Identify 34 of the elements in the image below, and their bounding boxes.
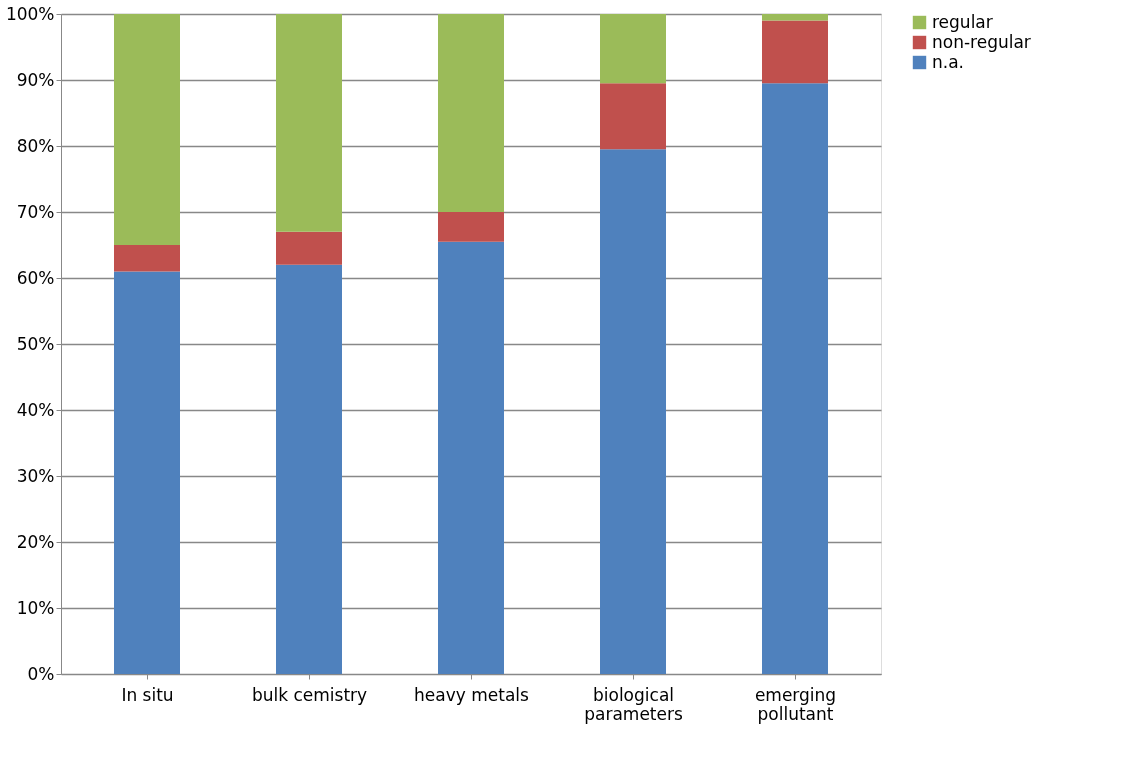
bar [600, 149, 666, 674]
bar [276, 231, 342, 265]
y-tick-label: 90% [16, 69, 55, 90]
legend-label: regular [932, 11, 993, 32]
y-tick-label: 0% [27, 663, 55, 684]
y-tick-label: 70% [16, 201, 55, 222]
y-tick-label: 20% [16, 531, 55, 552]
bar [276, 14, 342, 232]
y-tick-label: 30% [16, 465, 55, 486]
bar [600, 83, 666, 150]
y-tick-label: 100% [5, 3, 55, 24]
legend-label: n.a. [932, 51, 964, 72]
y-tick-label: 60% [16, 267, 55, 288]
bar [438, 241, 504, 674]
y-tick-label: 80% [16, 135, 55, 156]
x-tick-label: bulk cemistry [251, 684, 368, 705]
x-tick-label: In situ [121, 684, 174, 705]
y-tick-label: 40% [16, 399, 55, 420]
bar [438, 14, 504, 212]
bar [762, 14, 828, 21]
bar [114, 271, 180, 674]
bar [600, 14, 666, 84]
bar [114, 14, 180, 245]
x-tick-label: biological parameters [584, 684, 683, 724]
bar [438, 212, 504, 242]
legend-label: non-regular [932, 31, 1031, 52]
bar [762, 83, 828, 674]
bar [276, 264, 342, 674]
y-tick-label: 50% [16, 333, 55, 354]
bar [762, 20, 828, 84]
x-tick-label: heavy metals [414, 684, 530, 705]
x-tick-label: emerging pollutant [754, 684, 837, 724]
y-tick-label: 10% [16, 597, 55, 618]
bar [114, 245, 180, 272]
